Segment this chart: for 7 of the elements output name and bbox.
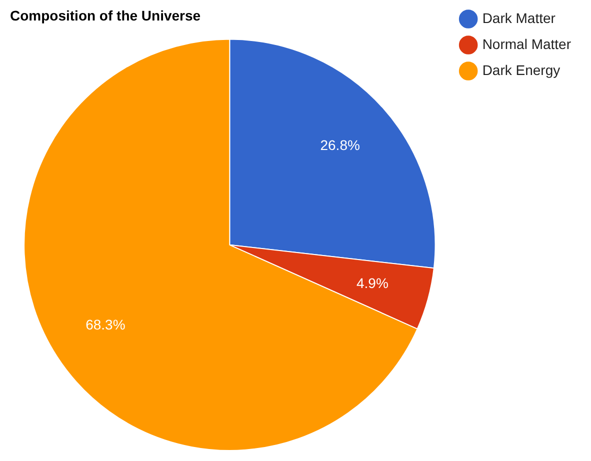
- legend-label: Normal Matter: [482, 36, 572, 52]
- legend-label: Dark Energy: [482, 62, 560, 78]
- data-label: 68.3%: [86, 316, 126, 332]
- data-label: 26.8%: [320, 137, 360, 154]
- legend-label: Dark Matter: [482, 10, 556, 26]
- data-label: 4.9%: [356, 274, 388, 291]
- chart-title: Composition of the Universe: [10, 7, 201, 24]
